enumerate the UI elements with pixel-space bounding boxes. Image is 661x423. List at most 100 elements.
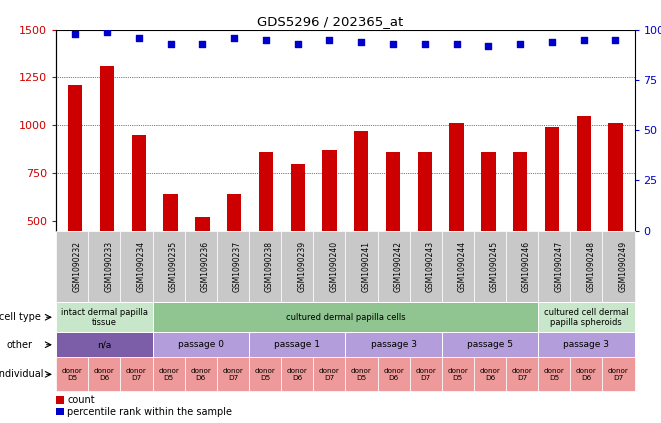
Bar bbox=[258, 152, 273, 231]
Point bbox=[420, 40, 430, 47]
Text: cultured dermal papilla cells: cultured dermal papilla cells bbox=[286, 313, 405, 322]
Text: intact dermal papilla
tissue: intact dermal papilla tissue bbox=[61, 308, 148, 327]
Bar bbox=[410, 231, 442, 302]
Bar bbox=[608, 124, 623, 231]
Text: passage 1: passage 1 bbox=[274, 340, 320, 349]
Text: donor
D6: donor D6 bbox=[287, 368, 307, 381]
Bar bbox=[602, 357, 635, 391]
Point bbox=[483, 42, 494, 49]
Bar bbox=[345, 332, 442, 357]
Bar bbox=[195, 217, 210, 231]
Bar bbox=[442, 231, 474, 302]
Text: GSM1090235: GSM1090235 bbox=[169, 241, 178, 292]
Bar bbox=[217, 231, 249, 302]
Point bbox=[70, 30, 81, 37]
Point bbox=[197, 40, 208, 47]
Bar bbox=[163, 194, 178, 231]
Text: donor
D7: donor D7 bbox=[319, 368, 340, 381]
Text: donor
D7: donor D7 bbox=[126, 368, 147, 381]
Text: donor
D6: donor D6 bbox=[94, 368, 115, 381]
Text: n/a: n/a bbox=[97, 340, 112, 349]
Point bbox=[134, 34, 144, 41]
Bar bbox=[545, 127, 559, 231]
Bar bbox=[538, 302, 635, 332]
Bar bbox=[281, 231, 313, 302]
Bar bbox=[153, 231, 184, 302]
Text: other: other bbox=[7, 340, 32, 350]
Bar bbox=[386, 152, 400, 231]
Text: donor
D6: donor D6 bbox=[383, 368, 404, 381]
Bar bbox=[56, 396, 64, 404]
Bar bbox=[538, 332, 635, 357]
Bar bbox=[132, 135, 146, 231]
Text: GSM1090232: GSM1090232 bbox=[72, 241, 81, 292]
Text: GSM1090245: GSM1090245 bbox=[490, 241, 499, 292]
Text: percentile rank within the sample: percentile rank within the sample bbox=[67, 407, 233, 417]
Bar bbox=[410, 357, 442, 391]
Text: GSM1090233: GSM1090233 bbox=[104, 241, 114, 292]
Bar bbox=[249, 332, 345, 357]
Bar bbox=[345, 357, 377, 391]
Bar bbox=[570, 231, 602, 302]
Text: cell type: cell type bbox=[0, 312, 40, 322]
Bar bbox=[184, 357, 217, 391]
Text: passage 3: passage 3 bbox=[563, 340, 609, 349]
Text: passage 0: passage 0 bbox=[178, 340, 224, 349]
Point bbox=[324, 36, 334, 43]
Text: GSM1090239: GSM1090239 bbox=[297, 241, 306, 292]
Point bbox=[451, 40, 462, 47]
Bar bbox=[576, 116, 591, 231]
Text: donor
D5: donor D5 bbox=[544, 368, 564, 381]
Bar bbox=[120, 357, 153, 391]
Bar bbox=[281, 357, 313, 391]
Text: donor
D5: donor D5 bbox=[447, 368, 468, 381]
Text: donor
D7: donor D7 bbox=[608, 368, 629, 381]
Text: GSM1090248: GSM1090248 bbox=[586, 241, 596, 292]
Bar bbox=[56, 302, 153, 332]
Bar bbox=[513, 152, 527, 231]
Text: donor
D5: donor D5 bbox=[158, 368, 179, 381]
Bar bbox=[227, 194, 241, 231]
Bar bbox=[153, 302, 538, 332]
Point bbox=[102, 28, 112, 35]
Text: donor
D5: donor D5 bbox=[351, 368, 372, 381]
Text: GSM1090237: GSM1090237 bbox=[233, 241, 242, 292]
Bar bbox=[56, 332, 153, 357]
Text: GSM1090242: GSM1090242 bbox=[393, 241, 403, 292]
Point bbox=[229, 34, 239, 41]
Bar bbox=[474, 357, 506, 391]
Text: GSM1090244: GSM1090244 bbox=[458, 241, 467, 292]
Bar bbox=[442, 357, 474, 391]
Bar bbox=[570, 357, 602, 391]
Bar bbox=[506, 231, 538, 302]
Text: GSM1090236: GSM1090236 bbox=[201, 241, 210, 292]
Bar bbox=[217, 357, 249, 391]
Point bbox=[356, 38, 367, 45]
Point bbox=[388, 40, 399, 47]
Text: donor
D7: donor D7 bbox=[223, 368, 243, 381]
Text: count: count bbox=[67, 395, 95, 405]
Bar bbox=[56, 231, 89, 302]
Text: cultured cell dermal
papilla spheroids: cultured cell dermal papilla spheroids bbox=[544, 308, 629, 327]
Bar bbox=[345, 231, 377, 302]
Text: GSM1090234: GSM1090234 bbox=[137, 241, 145, 292]
Bar bbox=[100, 66, 114, 231]
Point bbox=[260, 36, 271, 43]
Bar bbox=[68, 85, 83, 231]
Bar bbox=[602, 231, 635, 302]
Text: GSM1090247: GSM1090247 bbox=[554, 241, 563, 292]
Bar bbox=[377, 231, 410, 302]
Text: donor
D6: donor D6 bbox=[479, 368, 500, 381]
Text: donor
D6: donor D6 bbox=[576, 368, 597, 381]
Text: GSM1090241: GSM1090241 bbox=[362, 241, 370, 292]
Point bbox=[610, 36, 621, 43]
Text: passage 5: passage 5 bbox=[467, 340, 513, 349]
Bar bbox=[56, 357, 89, 391]
Bar bbox=[313, 357, 345, 391]
Text: GDS5296 / 202365_at: GDS5296 / 202365_at bbox=[257, 15, 404, 28]
Bar bbox=[449, 124, 464, 231]
Bar bbox=[153, 357, 184, 391]
Text: GSM1090246: GSM1090246 bbox=[522, 241, 531, 292]
Bar bbox=[538, 231, 570, 302]
Bar bbox=[418, 152, 432, 231]
